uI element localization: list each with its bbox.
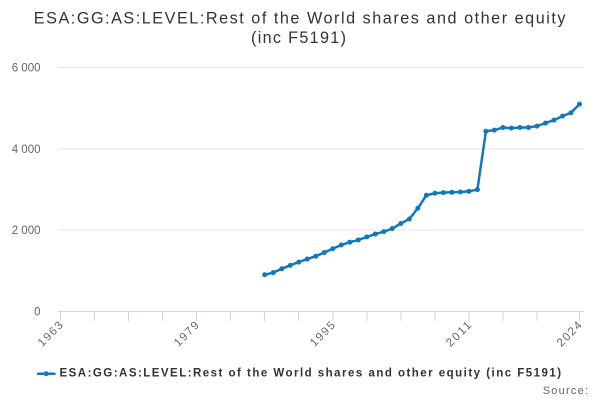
svg-text:0: 0	[34, 306, 40, 318]
svg-text:4 000: 4 000	[12, 144, 41, 156]
svg-text:(inc F5191): (inc F5191)	[251, 29, 346, 47]
svg-text:Source:: Source:	[543, 385, 588, 397]
svg-text:6 000: 6 000	[12, 63, 41, 75]
svg-text:2 000: 2 000	[12, 225, 41, 237]
svg-text:ESA:GG:AS:LEVEL:Rest of the Wo: ESA:GG:AS:LEVEL:Rest of the World shares…	[34, 10, 567, 28]
svg-text:ESA:GG:AS:LEVEL:Rest of the Wo: ESA:GG:AS:LEVEL:Rest of the World shares…	[60, 368, 562, 380]
